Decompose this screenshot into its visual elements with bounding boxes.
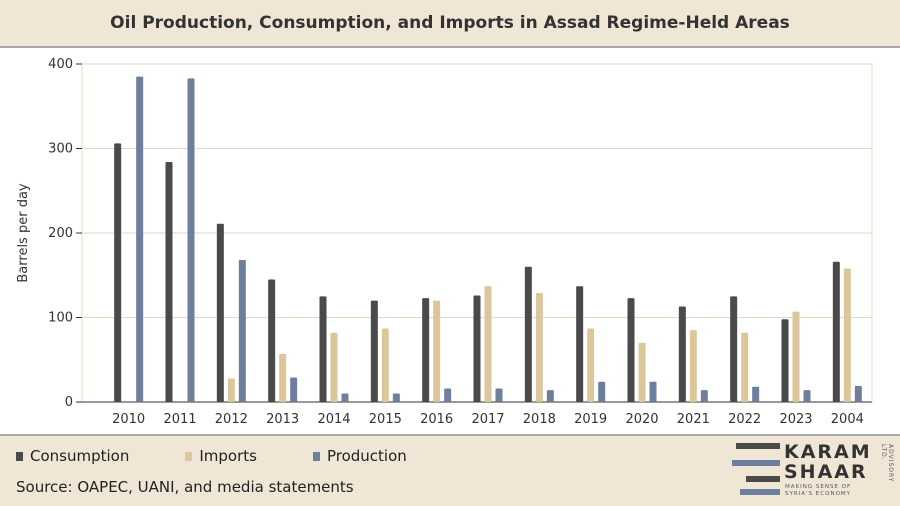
bar-imports-2016	[433, 300, 441, 402]
plot-divider	[0, 434, 900, 436]
chart-title: Oil Production, Consumption, and Imports…	[110, 13, 790, 33]
bar-production-2014	[341, 393, 349, 402]
bar-consumption-2018	[524, 266, 532, 402]
x-tick-label: 2023	[779, 412, 812, 427]
bar-imports-2019	[587, 328, 595, 402]
bar-production-2013	[290, 377, 298, 402]
bar-production-2004	[854, 385, 862, 402]
x-tick-label: 2004	[831, 412, 864, 427]
bar-production-2016	[444, 388, 452, 402]
logo-bar-3	[746, 476, 780, 482]
bar-consumption-2013	[268, 279, 276, 402]
chart-header: Oil Production, Consumption, and Imports…	[0, 0, 900, 48]
x-tick-label: 2018	[523, 412, 556, 427]
bar-imports-2022	[741, 332, 749, 402]
brand-logo: KARAM SHAAR MAKING SENSE OF SYRIA'S ECON…	[732, 438, 894, 500]
bar-consumption-2014	[319, 296, 327, 402]
x-tick-label: 2022	[728, 412, 761, 427]
logo-side-text: ADVISORY LTD.	[880, 444, 894, 483]
x-tick-label: 2010	[112, 412, 145, 427]
bar-production-2017	[495, 388, 503, 402]
bar-consumption-2015	[370, 300, 378, 402]
bar-imports-2013	[279, 353, 287, 402]
bar-imports-2021	[689, 330, 697, 402]
x-tick-label: 2013	[266, 412, 299, 427]
logo-line-2: SHAAR	[784, 461, 868, 483]
y-tick-label: 400	[48, 57, 73, 72]
bar-consumption-2012	[216, 223, 224, 402]
x-tick-label: 2021	[677, 412, 710, 427]
x-tick-label: 2011	[163, 412, 196, 427]
bar-production-2022	[752, 386, 760, 402]
bar-imports-2018	[535, 292, 543, 402]
bar-imports-2004	[843, 268, 851, 402]
bar-consumption-2016	[422, 298, 430, 402]
bar-production-2012	[238, 260, 246, 402]
bar-consumption-2010	[114, 143, 122, 402]
bar-chart: 0 100 200 300 400 Barrels per day 2010 2011 2012…	[16, 57, 873, 427]
legend-item-production: Production	[312, 447, 407, 465]
legend-label-production: Production	[326, 447, 407, 465]
bar-production-2015	[392, 393, 400, 402]
bar-imports-2015	[381, 328, 389, 402]
bar-imports-2014	[330, 332, 338, 402]
legend: Consumption Imports Production	[16, 447, 463, 465]
x-tick-label: 2012	[215, 412, 248, 427]
source-note: Source: OAPEC, UANI, and media statement…	[16, 478, 354, 496]
bar-production-2010	[136, 76, 144, 403]
bar-imports-2017	[484, 286, 492, 402]
logo-bar-1	[736, 443, 780, 449]
logo-line-1: KARAM	[784, 441, 872, 463]
bar-production-2019	[598, 381, 606, 402]
bar-consumption-2023	[781, 319, 789, 402]
logo-bar-2	[732, 460, 780, 466]
legend-label-imports: Imports	[199, 447, 257, 465]
bar-consumption-2020	[627, 298, 635, 402]
logo-bar-4	[740, 489, 780, 495]
bar-production-2018	[546, 390, 554, 402]
y-tick-label: 100	[48, 311, 73, 326]
legend-item-imports: Imports	[185, 447, 257, 465]
x-tick-label: 2019	[574, 412, 607, 427]
legend-swatch-imports	[185, 451, 193, 461]
y-tick-label: 300	[48, 142, 73, 157]
logo-tagline-2: SYRIA'S ECONOMY	[785, 491, 852, 497]
bar-imports-2023	[792, 311, 800, 402]
bar-imports-2012	[227, 378, 235, 402]
legend-item-consumption: Consumption	[16, 447, 129, 465]
y-axis-label: Barrels per day	[16, 183, 31, 283]
bar-consumption-2004	[832, 261, 840, 402]
bar-production-2023	[803, 390, 811, 402]
x-tick-label: 2016	[420, 412, 453, 427]
legend-swatch-production	[312, 451, 320, 461]
bar-consumption-2011	[165, 162, 173, 402]
legend-swatch-consumption	[16, 451, 23, 461]
bar-consumption-2021	[678, 306, 686, 402]
legend-label-consumption: Consumption	[30, 447, 130, 465]
x-tick-label: 2014	[317, 412, 350, 427]
bar-consumption-2022	[730, 296, 738, 402]
bar-production-2011	[187, 78, 195, 403]
plot-panel	[0, 48, 900, 434]
bar-production-2021	[700, 390, 708, 402]
bar-production-2020	[649, 381, 657, 402]
x-tick-label: 2017	[471, 412, 504, 427]
y-tick-label: 0	[65, 395, 73, 410]
bar-imports-2020	[638, 342, 646, 402]
y-tick-label: 200	[48, 226, 73, 241]
bar-consumption-2019	[576, 286, 584, 402]
logo-tagline-1: MAKING SENSE OF	[785, 484, 852, 490]
bar-consumption-2017	[473, 295, 481, 402]
x-tick-label: 2020	[625, 412, 658, 427]
x-tick-label: 2015	[369, 412, 402, 427]
